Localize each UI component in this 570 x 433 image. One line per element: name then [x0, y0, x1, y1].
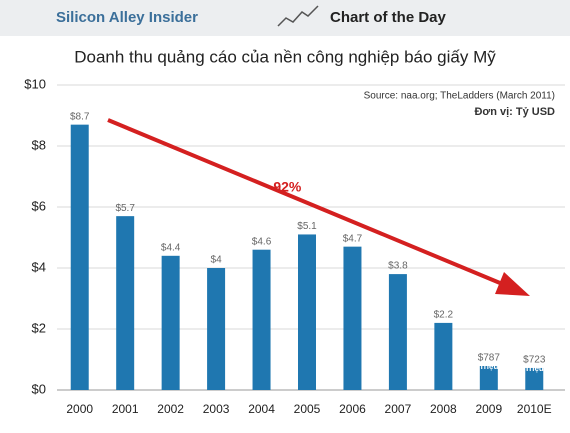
y-tick-label: $0 — [32, 381, 46, 396]
value-label: $3.8 — [388, 261, 408, 272]
x-tick-label: 2005 — [294, 402, 321, 416]
value-label: $5.7 — [115, 203, 135, 214]
y-tick-label: $4 — [32, 259, 46, 274]
value-label: $5.1 — [297, 221, 317, 232]
y-tick-label: $8 — [32, 137, 46, 152]
bar — [161, 255, 180, 390]
value-label: $8.7 — [70, 111, 90, 122]
x-tick-label: 2009 — [475, 402, 502, 416]
value-label: $723 — [523, 355, 546, 366]
bar — [298, 234, 316, 390]
y-tick-label: $6 — [32, 198, 46, 213]
value-label: $4.4 — [161, 242, 181, 253]
x-tick-label: 2004 — [248, 402, 275, 416]
bar — [434, 322, 453, 390]
trend-arrow — [107, 118, 530, 296]
section: Chart of the Day — [330, 9, 447, 26]
x-tick-label: 2006 — [339, 402, 366, 416]
value-label: $787 — [478, 353, 501, 364]
value-label: $2.2 — [434, 310, 454, 321]
x-tick-label: 2002 — [157, 402, 184, 416]
x-tick-label: 2000 — [66, 402, 93, 416]
y-tick-label: $10 — [24, 76, 46, 91]
y-tick-label: $2 — [32, 320, 46, 335]
source: Source: naa.org; TheLadders (March 2011) — [364, 91, 555, 102]
bar — [388, 274, 407, 390]
x-tick-label: 2007 — [385, 402, 412, 416]
bar — [252, 249, 271, 390]
logo-icon — [277, 5, 319, 27]
x-tick-label: 2008 — [430, 402, 457, 416]
bar — [525, 367, 544, 390]
chart-title: Doanh thu quảng cáo của nền công nghiệp … — [74, 47, 496, 66]
brand: Silicon Alley Insider — [56, 9, 198, 26]
value-label: $4.7 — [343, 233, 363, 244]
bar — [116, 216, 135, 390]
value-label: $4.6 — [252, 236, 272, 247]
bar — [479, 365, 498, 390]
x-tick-label: 2001 — [112, 402, 139, 416]
value-unit-label: Triệu — [525, 364, 544, 373]
annotation: -92% — [269, 179, 302, 195]
bar — [70, 124, 89, 391]
unit-note: Đơn vị: Tỷ USD — [474, 106, 555, 118]
value-unit-label: Triệu — [479, 362, 498, 371]
value-label: $4 — [211, 255, 223, 266]
x-tick-label: 2003 — [203, 402, 230, 416]
bar — [343, 246, 362, 390]
x-tick-label: 2010E — [517, 402, 552, 416]
bar — [207, 268, 226, 390]
